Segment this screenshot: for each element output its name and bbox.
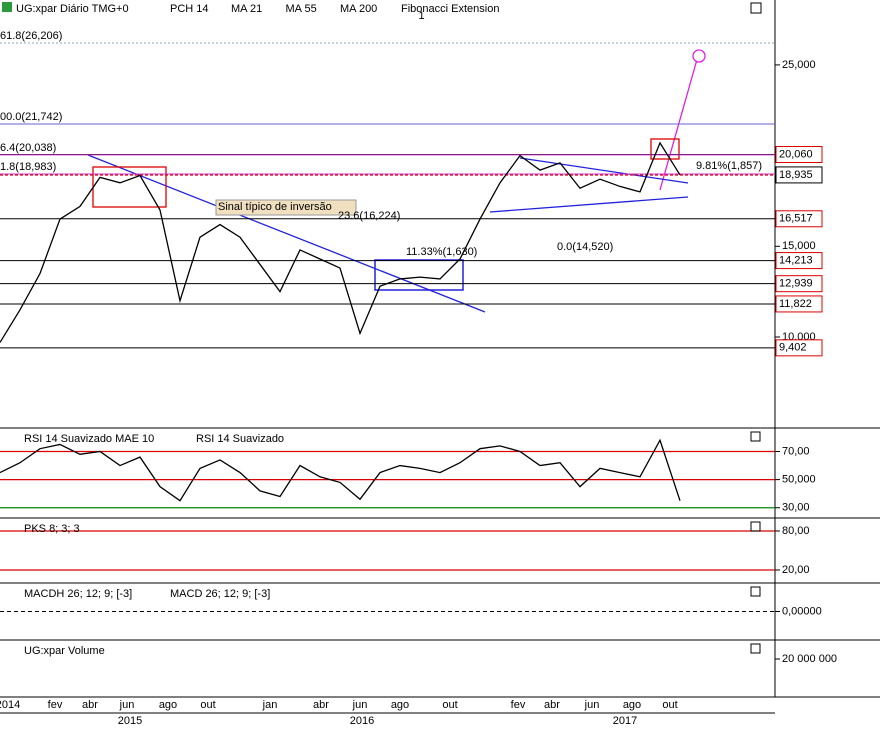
- maximize-button[interactable]: [750, 586, 761, 597]
- series-line: [0, 438, 681, 502]
- note-box: [215, 199, 357, 216]
- x-tick-label: abr: [544, 699, 560, 711]
- x-tick-label: out: [662, 699, 677, 711]
- maximize-button[interactable]: [750, 521, 761, 532]
- trend-line: [87, 154, 486, 313]
- level-box: [775, 210, 823, 228]
- panel-subtitle: RSI 14 Suavizado: [196, 433, 284, 445]
- fib-label: 1.8(18,983): [0, 161, 56, 173]
- level-label: 12,939: [779, 278, 813, 290]
- y-tick-label: 20,00: [782, 564, 810, 576]
- x-tick-label: 2014: [0, 699, 20, 711]
- y-tick-label: 20 000 000: [782, 653, 837, 665]
- maximize-button[interactable]: [750, 643, 761, 654]
- x-tick-label: fev: [48, 699, 63, 711]
- maximize-button[interactable]: [750, 431, 761, 442]
- level-box: [775, 295, 823, 313]
- x-tick-label: out: [442, 699, 457, 711]
- y-tick-label: 30,00: [782, 502, 810, 514]
- indicator-label: MA 21: [231, 3, 262, 15]
- y-tick-label: 15,000: [782, 240, 816, 252]
- x-tick-label: ago: [391, 699, 409, 711]
- level-label: 9,402: [779, 342, 807, 354]
- projection-target: [692, 49, 706, 63]
- level-label: 14,213: [779, 254, 813, 266]
- annotation: 9.81%(1,857): [696, 160, 762, 172]
- x-tick-label: fev: [511, 699, 526, 711]
- x-tick-label: ago: [623, 699, 641, 711]
- x-tick-label: jun: [119, 699, 135, 711]
- panel-title: MACDH 26; 12; 9; [-3]: [24, 588, 132, 600]
- year-label: 2015: [118, 715, 142, 727]
- level-box: [775, 146, 823, 164]
- consolidation-box: [374, 259, 464, 291]
- chart-title: UG:xpar Diário TMG+0: [16, 3, 129, 15]
- panel-title: RSI 14 Suavizado MAE 10: [24, 433, 154, 445]
- series-line: [0, 141, 681, 343]
- level-label: 20,060: [779, 148, 813, 160]
- indicator-sub: 1: [419, 10, 425, 22]
- maximize-button[interactable]: [750, 2, 762, 14]
- x-tick-label: ago: [159, 699, 177, 711]
- level-label: 18,935: [779, 169, 813, 181]
- highlight-box: [650, 138, 680, 160]
- indicator-label: MA 200: [340, 3, 377, 15]
- x-tick-label: jun: [584, 699, 600, 711]
- annotation: 23.6(16,224): [338, 210, 400, 222]
- y-tick-label: 80,00: [782, 525, 810, 537]
- icon: [2, 2, 12, 12]
- level-box: [775, 252, 823, 270]
- level-box: [775, 339, 823, 357]
- annotation: 11.33%(1,630): [406, 246, 477, 258]
- y-tick-label: 50,000: [782, 474, 816, 486]
- fib-label: 6.4(20,038): [0, 142, 56, 154]
- x-tick-label: jun: [352, 699, 368, 711]
- indicator-label: Fibonacci Extension: [401, 3, 499, 15]
- annotation: 0.0(14,520): [557, 241, 613, 253]
- y-tick-label: 70,00: [782, 445, 810, 457]
- level-box: [775, 275, 823, 293]
- fib-label: 00.0(21,742): [0, 111, 62, 123]
- trend-line: [519, 157, 689, 184]
- y-tick-label: 0,00000: [782, 605, 822, 617]
- x-tick-label: abr: [82, 699, 98, 711]
- indicator-label: PCH 14: [170, 3, 209, 15]
- level-label: 11,822: [779, 298, 812, 310]
- panel-title: PKS 8; 3; 3: [24, 523, 80, 535]
- x-tick-label: out: [200, 699, 215, 711]
- level-label: 16,517: [779, 213, 813, 225]
- x-tick-label: abr: [313, 699, 329, 711]
- year-label: 2016: [350, 715, 374, 727]
- fib-label: 61.8(26,206): [0, 30, 62, 42]
- level-box: [775, 166, 823, 184]
- panel-subtitle: MACD 26; 12; 9; [-3]: [170, 588, 270, 600]
- projection-line: [659, 55, 699, 191]
- trend-line: [489, 196, 689, 213]
- annotation: Sinal típico de inversão: [218, 201, 332, 213]
- year-label: 2017: [613, 715, 637, 727]
- indicator-label: MA 55: [286, 3, 317, 15]
- y-tick-label: 25,000: [782, 59, 816, 71]
- x-tick-label: jan: [262, 699, 278, 711]
- panel-title: UG:xpar Volume: [24, 645, 105, 657]
